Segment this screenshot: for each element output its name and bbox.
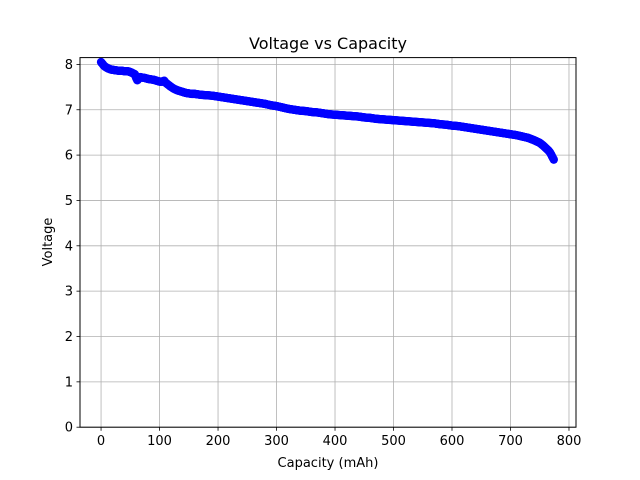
plot-frame	[79, 57, 577, 428]
x-tick-label: 800	[557, 434, 582, 449]
y-tick-label: 8	[65, 58, 73, 73]
y-tick-label: 0	[65, 421, 73, 436]
y-tick-label: 5	[65, 194, 73, 209]
x-tick-label: 700	[498, 434, 523, 449]
x-tick-label: 500	[381, 434, 406, 449]
x-tick-label: 0	[97, 434, 105, 449]
data-point	[549, 155, 558, 164]
x-axis-label: Capacity (mAh)	[278, 456, 379, 471]
y-tick-label: 7	[65, 103, 73, 118]
y-tick-label: 1	[65, 375, 73, 390]
x-tick-label: 600	[440, 434, 465, 449]
x-tick-label: 300	[264, 434, 289, 449]
chart-title: Voltage vs Capacity	[249, 34, 407, 53]
x-tick-label: 200	[206, 434, 231, 449]
y-tick-label: 4	[65, 239, 73, 254]
x-tick-label: 400	[323, 434, 348, 449]
y-tick-label: 3	[65, 285, 73, 300]
axis-ticks: 0 100 200 300 400 500 600 700 800 0 1 2 3 4 5 6 7 8	[65, 58, 582, 449]
x-tick-label: 100	[147, 434, 172, 449]
y-tick-label: 2	[65, 330, 73, 345]
y-tick-label: 6	[65, 149, 73, 164]
y-axis-label: Voltage	[41, 218, 56, 267]
data-series	[96, 57, 558, 164]
